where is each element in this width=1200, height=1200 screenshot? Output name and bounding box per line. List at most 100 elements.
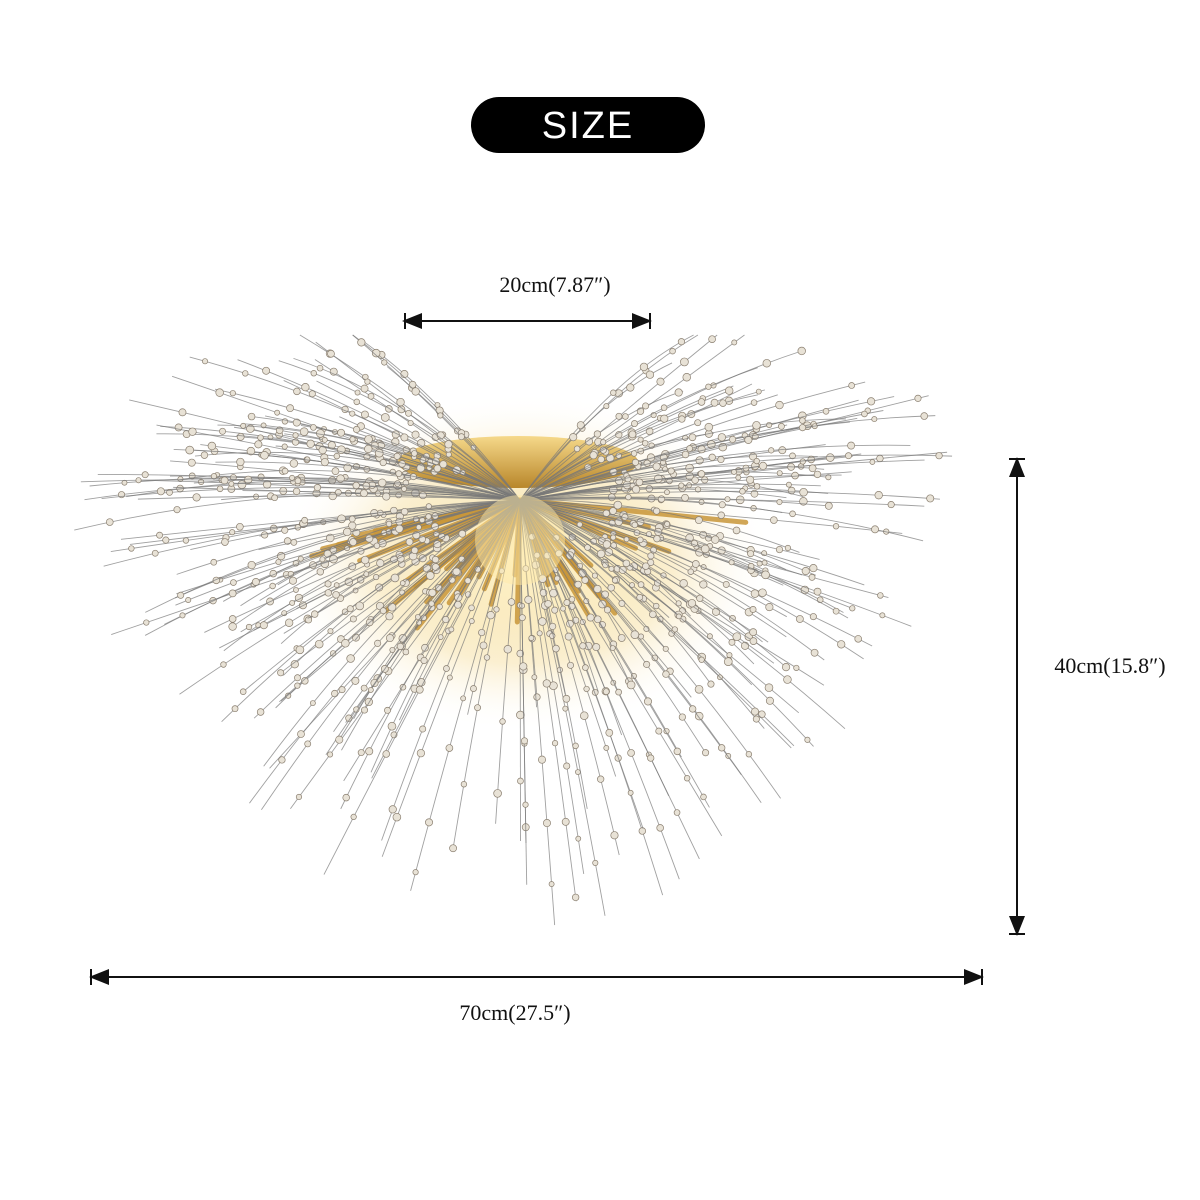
crystal-strand xyxy=(519,421,850,501)
crystal-bead xyxy=(642,440,649,447)
crystal-bead xyxy=(230,579,237,586)
crystal-bead xyxy=(294,593,303,602)
crystal-bead xyxy=(603,745,610,751)
crystal-strand xyxy=(300,424,521,501)
crystal-bead xyxy=(824,501,833,510)
crystal-bead xyxy=(678,415,686,423)
crystal-bead xyxy=(216,485,224,493)
crystal-bead xyxy=(758,710,766,719)
crystal-bead xyxy=(542,679,551,688)
crystal-bead xyxy=(399,580,406,586)
crystal-bead xyxy=(352,633,360,642)
crystal-bead xyxy=(694,486,702,493)
crystal-bead xyxy=(845,452,852,460)
crystal-strand xyxy=(519,498,925,507)
crystal-bead xyxy=(524,595,533,604)
crystal-bead xyxy=(877,592,884,599)
crystal-bead xyxy=(639,362,649,372)
crystal-bead xyxy=(874,490,883,500)
crystal-bead xyxy=(433,464,442,473)
crystal-strand xyxy=(519,381,866,501)
crystal-bead xyxy=(306,439,315,448)
crystal-bead xyxy=(689,705,697,713)
crystal-bead xyxy=(704,422,714,432)
crystal-bead xyxy=(275,558,282,566)
crystal-bead xyxy=(622,559,631,568)
crystal-bead xyxy=(647,552,655,560)
crystal-bead xyxy=(680,357,689,367)
crystal-bead xyxy=(635,478,644,487)
crystal-bead xyxy=(228,589,237,598)
crystal-bead xyxy=(166,489,173,496)
crystal-bead xyxy=(708,335,716,343)
crystal-bead xyxy=(381,359,388,366)
crystal-bead xyxy=(444,440,453,449)
crystal-strand xyxy=(519,396,895,501)
crystal-bead xyxy=(688,433,697,442)
crystal-bead xyxy=(371,348,381,358)
crystal-bead xyxy=(516,710,525,720)
crystal-bead xyxy=(349,410,356,417)
crystal-bead xyxy=(363,571,370,577)
crystal-bead xyxy=(728,638,736,646)
crystal-bead xyxy=(569,433,578,442)
crystal-bead xyxy=(567,661,575,669)
crystal-bead xyxy=(810,648,819,657)
crystal-bead xyxy=(825,453,835,462)
crystal-bead xyxy=(364,378,371,385)
crystal-bead xyxy=(382,750,391,758)
crystal-bead xyxy=(770,516,778,524)
crystal-bead xyxy=(816,596,824,604)
crystal-bead xyxy=(668,630,675,637)
crystal-bead xyxy=(798,424,807,432)
crystal-bead xyxy=(686,445,694,452)
crystal-bead xyxy=(443,665,450,672)
crystal-bead xyxy=(625,493,632,501)
crystal-bead xyxy=(259,621,268,630)
crystal-bead xyxy=(400,433,409,442)
crystal-bead xyxy=(573,445,581,453)
crystal-strand xyxy=(237,359,521,501)
crystal-bead xyxy=(229,529,236,536)
crystal-bead xyxy=(299,427,309,436)
crystal-bead xyxy=(311,610,319,618)
crystal-bead xyxy=(507,598,516,606)
crystal-bead xyxy=(926,494,935,503)
crystal-bead xyxy=(395,470,403,478)
crystal-bead xyxy=(561,817,570,826)
crystal-bead xyxy=(643,697,652,706)
crystal-bead xyxy=(385,612,394,621)
crystal-bead xyxy=(724,496,731,503)
crystal-bead xyxy=(460,695,467,702)
crystal-bead xyxy=(694,684,704,694)
crystal-bead xyxy=(271,494,278,502)
crystal-bead xyxy=(341,639,350,648)
crystal-bead xyxy=(673,747,682,756)
crystal-strand xyxy=(314,359,521,501)
crystal-bead xyxy=(552,644,560,653)
crystal-bead xyxy=(431,563,440,571)
crystal-bead xyxy=(390,506,398,515)
crystal-bead xyxy=(400,507,409,516)
crystal-strand xyxy=(352,334,521,501)
crystal-bead xyxy=(221,538,229,546)
crystal-bead xyxy=(348,515,356,523)
crystal-bead xyxy=(678,713,686,721)
crystal-bead xyxy=(638,827,647,835)
crystal-bead xyxy=(229,390,236,397)
crystal-bead xyxy=(353,398,361,406)
crystal-bead xyxy=(711,535,720,544)
crystal-bead xyxy=(608,565,615,572)
crystal-strand xyxy=(193,477,521,501)
crystal-bead xyxy=(622,413,629,420)
crystal-bead xyxy=(630,450,638,457)
crystal-bead xyxy=(861,410,868,418)
crystal-strand xyxy=(519,499,912,627)
crystal-strand xyxy=(284,433,521,501)
crystal-bead xyxy=(295,645,305,655)
crystal-bead xyxy=(337,428,346,437)
crystal-bead xyxy=(602,688,610,696)
crystal-bead xyxy=(679,579,688,588)
crystal-bead xyxy=(572,742,579,750)
